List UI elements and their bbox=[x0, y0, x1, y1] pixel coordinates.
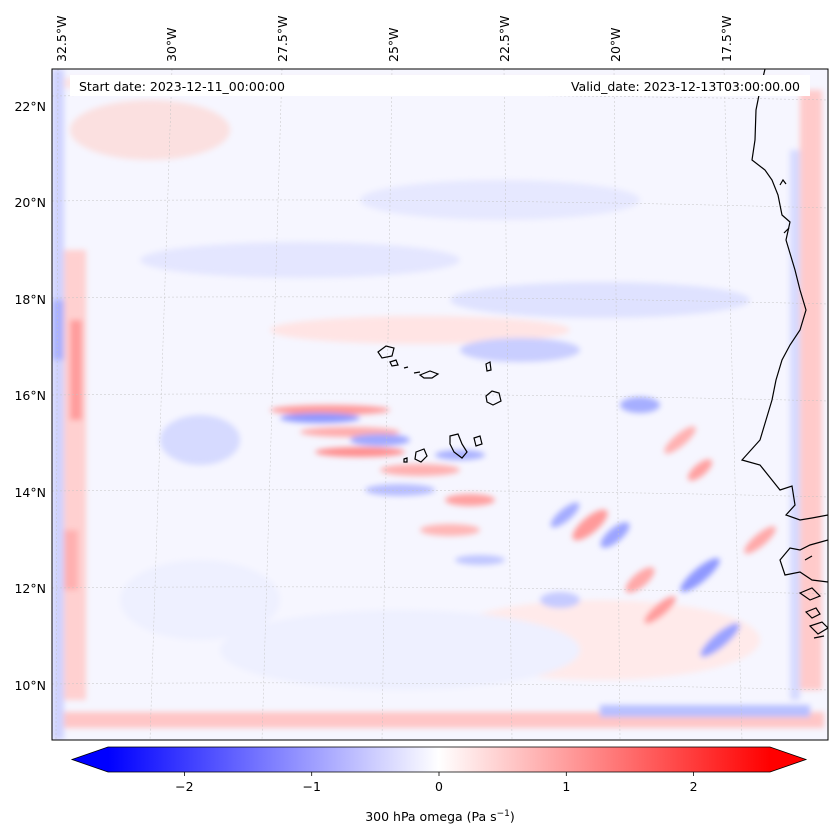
omega-field bbox=[52, 69, 824, 740]
island-sao-nicolau-east bbox=[418, 370, 440, 379]
colorbar-tick-label: 2 bbox=[690, 779, 698, 794]
colorbar-label: 300 hPa omega (Pa s−1) bbox=[365, 809, 515, 824]
lat-label-22n: 22°N bbox=[14, 99, 46, 114]
lat-label-20n: 20°N bbox=[14, 195, 46, 210]
island-santa-luzia bbox=[403, 366, 409, 369]
lat-label-12n: 12°N bbox=[14, 581, 46, 596]
colorbar-extend-low bbox=[72, 747, 108, 772]
island-santiago bbox=[449, 433, 468, 459]
lon-label-22-5w: 22.5°W bbox=[497, 16, 512, 62]
island-boa-vista bbox=[485, 390, 502, 406]
lon-label-20w: 20°W bbox=[608, 27, 623, 62]
lon-label-17-5w: 17.5°W bbox=[719, 16, 734, 62]
colorbar-tick-label: 0 bbox=[435, 779, 443, 794]
colorbar-outline bbox=[70, 746, 808, 773]
colorbar-body bbox=[108, 747, 770, 772]
lon-label-30w: 30°W bbox=[164, 27, 179, 62]
colorbar-label-sup: −1 bbox=[497, 809, 510, 819]
colorbar-tick-label: 1 bbox=[562, 779, 570, 794]
colorbar-ticks: −2 −1 0 1 2 bbox=[175, 772, 698, 794]
island-fogo bbox=[414, 448, 428, 463]
lon-label-25w: 25°W bbox=[386, 27, 401, 62]
header-band bbox=[70, 75, 810, 96]
valid-date-label: Valid_date: 2023-12-13T03:00:00.00 bbox=[571, 79, 800, 94]
colorbar: −2 −1 0 1 2 300 hPa omega (Pa s−1) bbox=[70, 746, 808, 824]
africa-coastline-south bbox=[779, 539, 828, 583]
map-frame bbox=[51, 68, 829, 741]
latitude-labels: 22°N 20°N 18°N 16°N 14°N 12°N 10°N bbox=[14, 99, 46, 693]
colorbar-label-close: ) bbox=[510, 809, 515, 824]
island-sao-vicente bbox=[389, 359, 399, 367]
colorbar-label-main: 300 hPa omega (Pa s bbox=[365, 809, 496, 824]
coastlines bbox=[740, 69, 828, 639]
island-sao-nicolau bbox=[413, 371, 421, 374]
africa-coastline-north bbox=[740, 69, 828, 521]
longitude-labels: 32.5°W 30°W 27.5°W 25°W 22.5°W 20°W 17.5… bbox=[54, 16, 734, 62]
lon-label-27-5w: 27.5°W bbox=[275, 16, 290, 62]
lon-label-32-5w: 32.5°W bbox=[54, 16, 69, 62]
colorbar-tick-label: −1 bbox=[302, 779, 320, 794]
island-brava bbox=[403, 457, 408, 463]
cape-verde-islands bbox=[377, 345, 502, 463]
colorbar-extend-high bbox=[770, 747, 806, 772]
island-sal bbox=[485, 361, 492, 372]
island-santo-antao bbox=[377, 345, 395, 359]
start-date-label: Start date: 2023-12-11_00:00:00 bbox=[79, 79, 285, 94]
colorbar-tick-label: −2 bbox=[175, 779, 193, 794]
island-maio bbox=[473, 435, 483, 447]
lat-label-10n: 10°N bbox=[14, 678, 46, 693]
lat-label-18n: 18°N bbox=[14, 292, 46, 307]
lat-label-14n: 14°N bbox=[14, 485, 46, 500]
lat-label-16n: 16°N bbox=[14, 388, 46, 403]
map-panel: Start date: 2023-12-11_00:00:00 Valid_da… bbox=[51, 68, 829, 741]
